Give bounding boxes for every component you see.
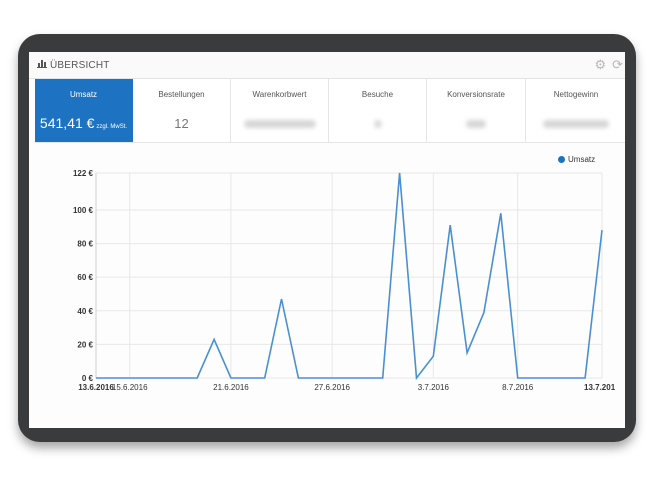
y-tick-label: 122 € — [73, 169, 94, 178]
y-tick-label: 80 € — [77, 240, 93, 249]
revenue-line-chart: 0 € 20 € 40 € 60 € 80 € 100 € 122 € 13.6.201615… — [73, 169, 616, 392]
kpi-nettogewinn[interactable]: Nettogewinn — [526, 79, 625, 142]
kpi-unit: zzgl. MwSt. — [96, 124, 128, 130]
x-tick-label: 21.6.2016 — [213, 383, 249, 392]
y-tick-label: 60 € — [77, 273, 93, 282]
kpi-umsatz[interactable]: Umsatz 541,41 € zzgl. MwSt. — [35, 79, 133, 142]
gear-icon[interactable]: ⚙ — [594, 57, 607, 72]
kpi-konversionsrate[interactable]: Konversionsrate — [427, 79, 526, 142]
kpi-value-text: 541,41 € — [39, 115, 95, 131]
y-tick-label: 100 € — [73, 206, 94, 215]
kpi-label: Umsatz — [69, 90, 98, 99]
kpi-label: Konversionsrate — [447, 90, 505, 99]
x-tick-label: 15.6.2016 — [112, 383, 148, 392]
kpi-row: Umsatz 541,41 € zzgl. MwSt. Bestellungen … — [35, 79, 625, 143]
x-tick-label: 13.7.201 — [584, 383, 616, 392]
kpi-label: Warenkorbwert — [252, 90, 307, 99]
legend-label: Umsatz — [568, 155, 596, 164]
blurred-value — [374, 120, 381, 128]
y-tick-label: 20 € — [77, 340, 93, 349]
blurred-value — [466, 120, 486, 128]
blurred-value — [243, 120, 316, 128]
blurred-value — [543, 120, 609, 128]
bar-chart-icon — [37, 59, 47, 71]
kpi-value: 541,41 € zzgl. MwSt. — [35, 115, 132, 131]
kpi-warenkorbwert[interactable]: Warenkorbwert — [231, 79, 329, 142]
kpi-value: 12 — [174, 116, 189, 131]
series-line-umsatz — [96, 172, 603, 381]
dashboard-screen: ÜBERSICHT ⚙ ⟳ Umsatz 541,41 € zzgl. MwSt.… — [29, 52, 625, 428]
panel-header: ÜBERSICHT ⚙ ⟳ — [29, 52, 625, 79]
x-tick-label: 3.7.2016 — [418, 383, 450, 392]
y-tick-label: 40 € — [77, 307, 93, 316]
kpi-label: Nettogewinn — [553, 90, 599, 99]
header-tools: ⚙ ⟳ — [594, 58, 623, 71]
panel-title-text: ÜBERSICHT — [50, 59, 110, 71]
kpi-label: Besuche — [361, 90, 394, 99]
x-tick-label: 8.7.2016 — [502, 383, 534, 392]
x-tick-label: 27.6.2016 — [314, 383, 350, 392]
refresh-icon[interactable]: ⟳ — [612, 57, 623, 72]
panel-title: ÜBERSICHT — [37, 59, 110, 71]
chart-legend: Umsatz — [558, 155, 595, 164]
y-tick-label: 0 € — [82, 374, 94, 383]
kpi-besuche[interactable]: Besuche — [329, 79, 427, 142]
kpi-bestellungen[interactable]: Bestellungen 12 — [133, 79, 231, 142]
kpi-label: Bestellungen — [158, 90, 205, 99]
x-tick-label: 13.6.2016 — [78, 383, 114, 392]
legend-dot-icon — [558, 156, 565, 163]
